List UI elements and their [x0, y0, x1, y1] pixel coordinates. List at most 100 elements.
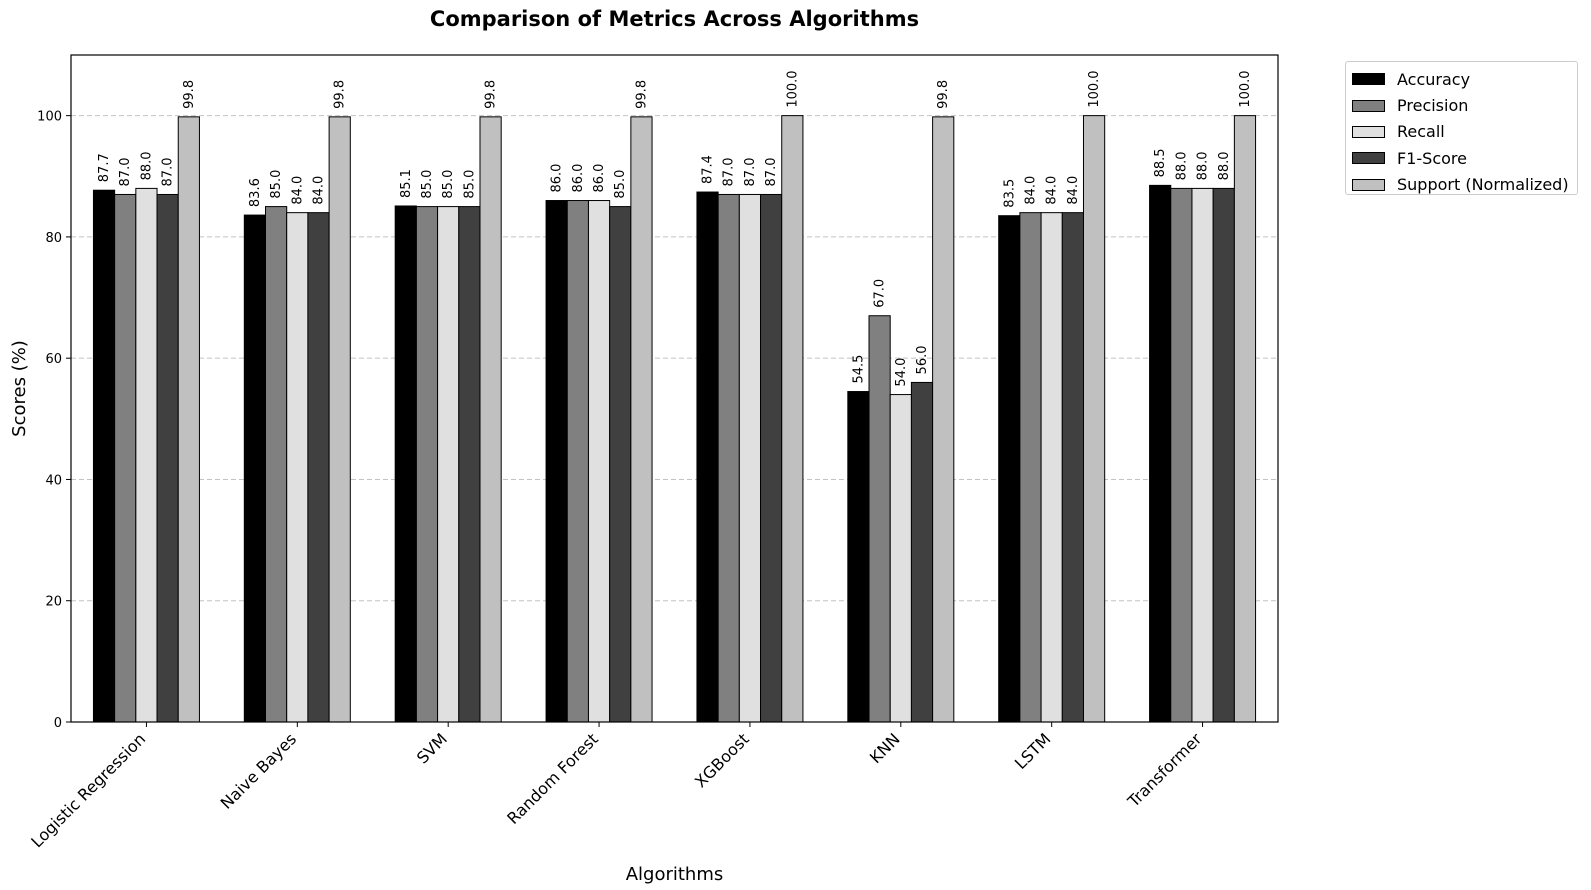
bar — [243, 214, 267, 723]
bar-value-label: 85.0 — [441, 170, 456, 199]
bar — [1191, 187, 1214, 723]
bar-value-label: 100.0 — [1087, 70, 1102, 107]
bar-value-label: 84.0 — [312, 176, 327, 205]
y-tick-label: 100 — [37, 110, 62, 125]
bar — [630, 116, 653, 723]
bar-value-label: 87.0 — [722, 158, 737, 187]
bar — [1170, 187, 1193, 723]
legend-item: Accuracy — [1352, 66, 1577, 92]
bar-value-label: 83.6 — [248, 178, 263, 207]
legend-label: Accuracy — [1397, 69, 1471, 89]
chart-title: Comparison of Metrics Across Algorithms — [430, 7, 919, 31]
bar-value-label: 54.5 — [851, 355, 866, 384]
bar-value-label: 54.0 — [894, 358, 909, 387]
x-axis: Logistic Regression Naive Bayes SVM Random … — [27, 722, 1206, 851]
x-tick-label: SVM — [413, 729, 451, 767]
bar-value-label: 99.8 — [333, 80, 348, 109]
bar — [177, 116, 200, 723]
bar — [717, 193, 740, 723]
y-axis: 0 20 40 60 80 100 — [37, 110, 71, 731]
bar — [156, 193, 179, 723]
bar — [135, 187, 158, 723]
legend-swatch — [1352, 99, 1385, 112]
bar — [265, 206, 288, 723]
bar — [696, 191, 719, 723]
x-tick-label: Transformer — [1123, 729, 1205, 811]
bar — [932, 116, 955, 723]
bar-value-label: 99.8 — [634, 80, 649, 109]
bar — [587, 200, 611, 723]
bar-value-label: 99.8 — [484, 80, 499, 109]
bar — [437, 206, 460, 723]
bar — [458, 206, 481, 723]
legend-item: Support (Normalized) — [1352, 172, 1577, 198]
bar — [1040, 212, 1063, 723]
bar-value-label: 88.0 — [1217, 151, 1232, 180]
y-tick-label: 20 — [45, 595, 62, 610]
y-tick-label: 0 — [54, 716, 62, 731]
bar — [868, 315, 891, 723]
bars — [92, 115, 1257, 723]
bar — [1061, 212, 1084, 723]
bar-value-label: 87.0 — [764, 158, 779, 187]
bar-value-label: 86.0 — [592, 164, 607, 193]
bar-value-label: 85.0 — [613, 170, 628, 199]
bar — [609, 206, 632, 723]
legend-item: F1-Score — [1352, 145, 1577, 171]
legend-item: Recall — [1352, 119, 1577, 145]
bar — [286, 212, 309, 723]
bar-value-label: 83.5 — [1002, 179, 1017, 208]
bar-value-label: 56.0 — [915, 345, 930, 374]
x-tick-label: Random Forest — [503, 729, 602, 828]
bar-value-label: 88.0 — [1174, 151, 1189, 180]
bar — [92, 189, 116, 723]
bar-value-label: 88.0 — [1196, 151, 1211, 180]
y-tick-label: 60 — [45, 352, 62, 367]
legend-swatch — [1352, 178, 1385, 191]
legend-label: Support (Normalized) — [1397, 175, 1569, 195]
bar — [328, 116, 351, 723]
y-axis-label: Scores (%) — [9, 340, 30, 437]
bar — [307, 212, 330, 723]
bar — [1233, 115, 1257, 723]
x-tick-label: KNN — [866, 729, 904, 767]
bar-value-label: 99.8 — [182, 80, 197, 109]
bar-value-label: 88.5 — [1153, 148, 1168, 177]
bar — [479, 116, 502, 723]
legend: Accuracy Precision Recall F1-Score Support (… — [1345, 61, 1578, 195]
bar — [1082, 115, 1106, 723]
bar — [415, 206, 439, 723]
bar-value-label: 67.0 — [873, 279, 888, 308]
bar — [738, 193, 762, 723]
bar-value-label: 100.0 — [1238, 70, 1253, 107]
bar-value-label: 87.0 — [743, 158, 758, 187]
bar-value-label: 84.0 — [1045, 176, 1060, 205]
x-axis-label: Algorithms — [626, 864, 724, 885]
x-tick-label: Naive Bayes — [217, 729, 300, 812]
bar — [889, 394, 912, 723]
legend-swatch — [1352, 125, 1385, 138]
bar — [566, 200, 589, 723]
bar-value-labels: 87.7 87.0 88.0 87.0 99.8 83.6 85.0 84.0 84.0 99.8… — [97, 70, 1253, 386]
bar-value-label: 85.1 — [399, 169, 414, 198]
bar — [1019, 212, 1042, 723]
y-tick-label: 40 — [45, 473, 62, 488]
bar — [114, 193, 137, 723]
bar — [545, 200, 568, 723]
bar-value-label: 87.7 — [97, 153, 112, 182]
legend-swatch — [1352, 73, 1385, 86]
bar-value-label: 84.0 — [290, 176, 305, 205]
legend-label: Recall — [1397, 122, 1445, 142]
legend-swatch — [1352, 152, 1385, 165]
bar-value-label: 85.0 — [420, 170, 435, 199]
bar-value-label: 88.0 — [139, 151, 154, 180]
x-tick-label: LSTM — [1011, 729, 1055, 773]
bar-value-label: 84.0 — [1023, 176, 1038, 205]
x-tick-label: XGBoost — [691, 729, 753, 791]
bar-value-label: 85.0 — [269, 170, 284, 199]
bar-value-label: 87.0 — [118, 158, 133, 187]
bar — [998, 215, 1021, 723]
bar — [910, 381, 934, 723]
bar-value-label: 87.0 — [161, 158, 176, 187]
